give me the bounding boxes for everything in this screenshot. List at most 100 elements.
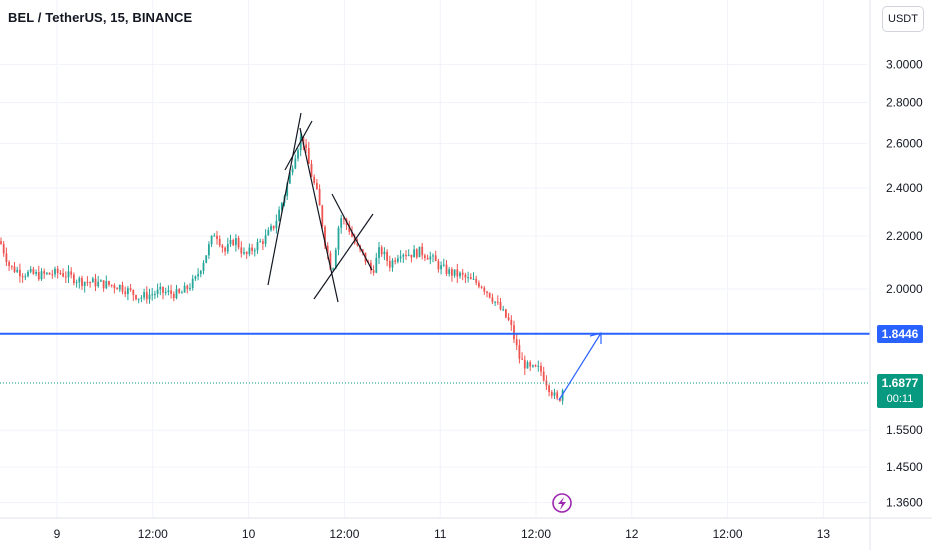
- candle-body: [5, 253, 8, 263]
- candle-body: [461, 272, 464, 275]
- candle-body: [272, 225, 275, 229]
- candle-body: [13, 266, 16, 272]
- candle-body: [297, 150, 299, 159]
- candle-body: [235, 238, 237, 246]
- candle-body: [540, 365, 542, 372]
- trend-line: [267, 112, 302, 286]
- candle-body: [110, 284, 113, 286]
- candle-body: [75, 282, 78, 284]
- candle-body: [251, 247, 253, 251]
- candle-body: [21, 276, 24, 278]
- candle-body: [278, 209, 280, 221]
- candle-body: [89, 282, 91, 284]
- candle-body: [32, 269, 35, 274]
- candle-body: [402, 254, 405, 257]
- candle-body: [432, 255, 434, 257]
- candle-body: [70, 271, 73, 275]
- candle-body: [19, 269, 21, 277]
- candle-body: [170, 290, 172, 294]
- event-icon[interactable]: [552, 493, 572, 513]
- symbol-title[interactable]: BEL / TetherUS, 15, BINANCE: [8, 10, 193, 25]
- candle-body: [397, 258, 399, 262]
- candle-body: [175, 289, 178, 299]
- trend-line-drawings[interactable]: [267, 112, 374, 303]
- candle-body: [372, 270, 375, 273]
- candle-body: [453, 269, 456, 276]
- candle-body: [407, 254, 410, 256]
- candle-body: [151, 294, 154, 296]
- arrow-shaft: [558, 332, 602, 401]
- candle-body: [178, 289, 181, 293]
- y-tick-label: 2.4000: [886, 181, 923, 195]
- y-tick-label: 2.6000: [886, 137, 923, 151]
- candle-body: [205, 255, 208, 263]
- candle-body: [289, 172, 291, 184]
- candle-body: [448, 269, 451, 274]
- candle-body: [351, 231, 353, 237]
- candle-body: [440, 265, 442, 270]
- candle-body: [78, 278, 81, 283]
- candle-body: [129, 288, 132, 290]
- candle-body: [243, 252, 245, 254]
- candle-body: [561, 390, 564, 401]
- candle-body: [135, 295, 137, 300]
- candle-body: [51, 274, 54, 276]
- candle-body: [0, 241, 2, 244]
- candle-body: [10, 265, 13, 267]
- candle-body: [532, 365, 534, 367]
- candle-body: [294, 158, 297, 169]
- candle-body: [459, 272, 461, 277]
- candle-body: [451, 269, 453, 276]
- candle-body: [499, 302, 502, 310]
- candle-body: [421, 246, 424, 256]
- last-price-badge: 1.6877 00:11: [877, 374, 923, 409]
- candle-body: [518, 345, 521, 359]
- candle-body: [145, 292, 148, 300]
- candle-body: [313, 176, 316, 183]
- candle-body: [513, 325, 515, 340]
- candle-body: [118, 284, 121, 290]
- chart-grid: [0, 0, 868, 518]
- arrow-head: [589, 332, 602, 344]
- candle-body: [316, 182, 318, 190]
- candle-body: [434, 255, 437, 262]
- candle-body: [159, 286, 162, 290]
- candle-body: [488, 292, 491, 298]
- candle-body: [413, 249, 415, 258]
- candle-body: [529, 362, 532, 367]
- candle-body: [124, 291, 127, 295]
- candle-body: [386, 251, 388, 261]
- candle-body: [542, 371, 545, 381]
- candle-body: [197, 274, 199, 277]
- candle-body: [40, 271, 43, 280]
- candle-body: [399, 256, 402, 259]
- projection-arrow[interactable]: [558, 332, 602, 401]
- candle-body: [167, 290, 170, 293]
- candle-body: [324, 226, 326, 246]
- candle-body: [202, 262, 205, 271]
- currency-button[interactable]: USDT: [882, 6, 924, 32]
- candle-body: [240, 247, 243, 254]
- candle-body: [502, 309, 505, 311]
- candle-body: [507, 317, 510, 320]
- candle-body: [456, 269, 459, 277]
- y-tick-label: 3.0000: [886, 57, 923, 71]
- candle-body: [108, 281, 110, 285]
- candle-body: [334, 249, 337, 269]
- candle-body: [510, 319, 513, 326]
- candle-body: [394, 260, 397, 262]
- candle-body: [43, 271, 46, 274]
- candle-body: [469, 277, 472, 280]
- candle-body: [27, 271, 29, 277]
- candle-body: [253, 250, 256, 252]
- candle-body: [94, 278, 97, 287]
- x-tick-label: 10: [242, 527, 256, 541]
- candle-body: [102, 280, 105, 289]
- candle-body: [37, 272, 40, 280]
- candle-body: [415, 249, 418, 258]
- candle-body: [483, 287, 486, 292]
- y-tick-label: 2.0000: [886, 282, 923, 296]
- x-tick-label: 12:00: [138, 527, 168, 541]
